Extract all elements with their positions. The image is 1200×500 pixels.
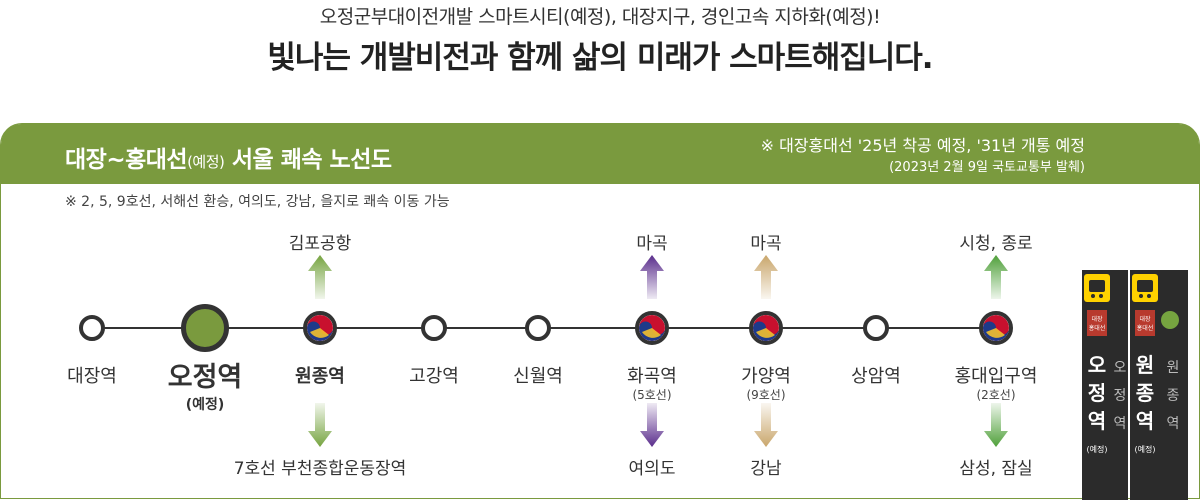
station-name: 대장역 [67, 366, 117, 387]
station-marker [79, 315, 105, 341]
down-arrow-icon [640, 403, 664, 451]
station-name: 화곡역 [627, 366, 677, 387]
station-subtitle: (5호선) [632, 388, 672, 402]
down-arrow-icon [308, 403, 332, 451]
station-marker [303, 311, 337, 345]
svg-text:역: 역 [1088, 409, 1106, 433]
connection-down-label: 여의도 [628, 459, 676, 479]
station-marker [635, 311, 669, 345]
svg-text:종: 종 [1167, 388, 1180, 404]
svg-text:정: 정 [1088, 381, 1106, 405]
station-signs: 대장 홍대선 오 정 역 (예정) 오 정 역 대장 홍대선 원 종 역 (예정… [1082, 270, 1188, 500]
svg-text:홍대선: 홍대선 [1089, 324, 1106, 332]
station-marker [863, 315, 889, 341]
connection-down-label: 강남 [750, 459, 782, 479]
svg-text:홍대선: 홍대선 [1137, 324, 1154, 332]
connection-up-label: 김포공항 [288, 234, 352, 254]
station-subtitle: (예정) [185, 397, 225, 413]
station-subtitle: (9호선) [746, 388, 786, 402]
connection-up-label: 마곡 [636, 234, 668, 254]
station-marker [181, 304, 229, 352]
svg-text:오: 오 [1114, 360, 1127, 376]
station-name: 상암역 [851, 366, 901, 387]
transfer-note: ※ 2, 5, 9호선, 서해선 환승, 여의도, 강남, 을지로 쾌속 이동 … [65, 194, 450, 210]
svg-text:역: 역 [1136, 409, 1154, 433]
up-arrow-icon [984, 255, 1008, 303]
header-line-1: 오정군부대이전개발 스마트시티(예정), 대장지구, 경인고속 지하화(예정)! [319, 6, 881, 28]
route-map-title: 대장~홍대선(예정) 서울 쾌속 노선도 [65, 147, 392, 173]
svg-text:역: 역 [1114, 416, 1127, 432]
station-name: 가양역 [741, 366, 791, 387]
svg-text:종: 종 [1136, 381, 1154, 405]
station-sign-wonjong: 대장 홍대선 원 종 역 (예정) 원 종 역 [1130, 270, 1188, 500]
schedule-note: ※ 대장홍대선 '25년 착공 예정, '31년 개통 예정 [760, 136, 1085, 155]
station-subtitle: (2호선) [976, 388, 1016, 402]
down-arrow-icon [754, 403, 778, 451]
down-arrow-icon [984, 403, 1008, 451]
connection-up-label: 시청, 종로 [959, 234, 1033, 254]
station-marker [421, 315, 447, 341]
svg-text:원: 원 [1136, 353, 1154, 377]
up-arrow-icon [308, 255, 332, 303]
svg-text:원: 원 [1167, 360, 1180, 376]
svg-text:(예정): (예정) [1135, 444, 1156, 454]
svg-text:정: 정 [1114, 388, 1127, 404]
svg-text:대장: 대장 [1139, 315, 1151, 323]
connection-up-label: 마곡 [750, 234, 782, 254]
connection-down-label: 7호선 부천종합운동장역 [233, 459, 407, 479]
station-sign-ojeong: 대장 홍대선 오 정 역 (예정) 오 정 역 [1082, 270, 1128, 500]
up-arrow-icon [640, 255, 664, 303]
station-name: 고강역 [409, 366, 459, 387]
connection-down-label: 삼성, 잠실 [959, 459, 1033, 479]
route-map-title-bar: 대장~홍대선(예정) 서울 쾌속 노선도 ※ 대장홍대선 '25년 착공 예정,… [1, 124, 1199, 184]
station-name: 신월역 [513, 366, 563, 387]
station-marker [979, 311, 1013, 345]
station-name: 오정역 [167, 362, 243, 393]
station-marker [749, 311, 783, 345]
header-line-2: 빛나는 개발비전과 함께 삶의 미래가 스마트해집니다. [267, 40, 933, 76]
svg-text:대장: 대장 [1091, 315, 1103, 323]
svg-text:오: 오 [1088, 353, 1106, 377]
source-note: (2023년 2월 9일 국토교통부 발췌) [889, 160, 1085, 175]
station-name: 홍대입구역 [954, 366, 1038, 387]
route-map-panel: 대장~홍대선(예정) 서울 쾌속 노선도 ※ 대장홍대선 '25년 착공 예정,… [0, 123, 1200, 499]
station-name: 원종역 [295, 366, 345, 387]
station-marker [525, 315, 551, 341]
svg-text:(예정): (예정) [1087, 444, 1108, 454]
up-arrow-icon [754, 255, 778, 303]
svg-text:역: 역 [1167, 416, 1180, 432]
